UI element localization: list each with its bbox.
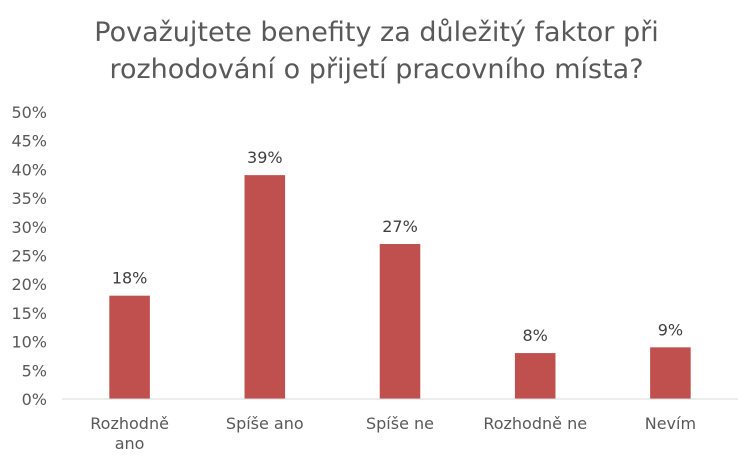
chart-title-line-1: Považujtete benefity za důležitý faktor … xyxy=(94,17,659,48)
data-label: 18% xyxy=(112,269,148,288)
x-category-label: ano xyxy=(115,434,145,453)
bar xyxy=(379,244,421,399)
y-tick-label: 25% xyxy=(11,247,47,266)
x-category-label: Nevím xyxy=(645,414,696,433)
x-category-label: Rozhodně ne xyxy=(483,414,587,433)
y-tick-label: 20% xyxy=(11,275,47,294)
y-tick-label: 50% xyxy=(11,103,47,122)
bar xyxy=(650,347,691,399)
data-label: 8% xyxy=(523,326,548,345)
y-tick-label: 40% xyxy=(11,160,47,179)
bar xyxy=(244,175,286,399)
y-tick-label: 10% xyxy=(11,333,47,352)
y-tick-label: 45% xyxy=(11,132,47,151)
y-tick-label: 0% xyxy=(22,390,47,409)
y-tick-label: 30% xyxy=(11,218,47,237)
y-tick-label: 35% xyxy=(11,189,47,208)
data-label: 9% xyxy=(658,320,683,339)
y-axis: 0% 5% 10% 15% 20% 25% 30% 35% 40% 45% 50% xyxy=(11,103,47,409)
data-label: 39% xyxy=(247,148,283,167)
bar xyxy=(109,295,150,399)
y-tick-label: 15% xyxy=(11,304,47,323)
chart-title-line-2: rozhodování o přijetí pracovního místa? xyxy=(109,54,644,85)
x-category-label: Spíše ano xyxy=(226,414,304,433)
data-labels: 18% 39% 27% 8% 9% xyxy=(112,148,683,345)
bar xyxy=(514,353,556,399)
y-tick-label: 5% xyxy=(22,361,47,380)
bars xyxy=(109,175,691,399)
x-category-label: Spíše ne xyxy=(366,414,434,433)
data-label: 27% xyxy=(382,217,418,236)
x-category-label: Rozhodně xyxy=(90,414,169,433)
chart-title: Považujtete benefity za důležitý faktor … xyxy=(0,14,753,88)
